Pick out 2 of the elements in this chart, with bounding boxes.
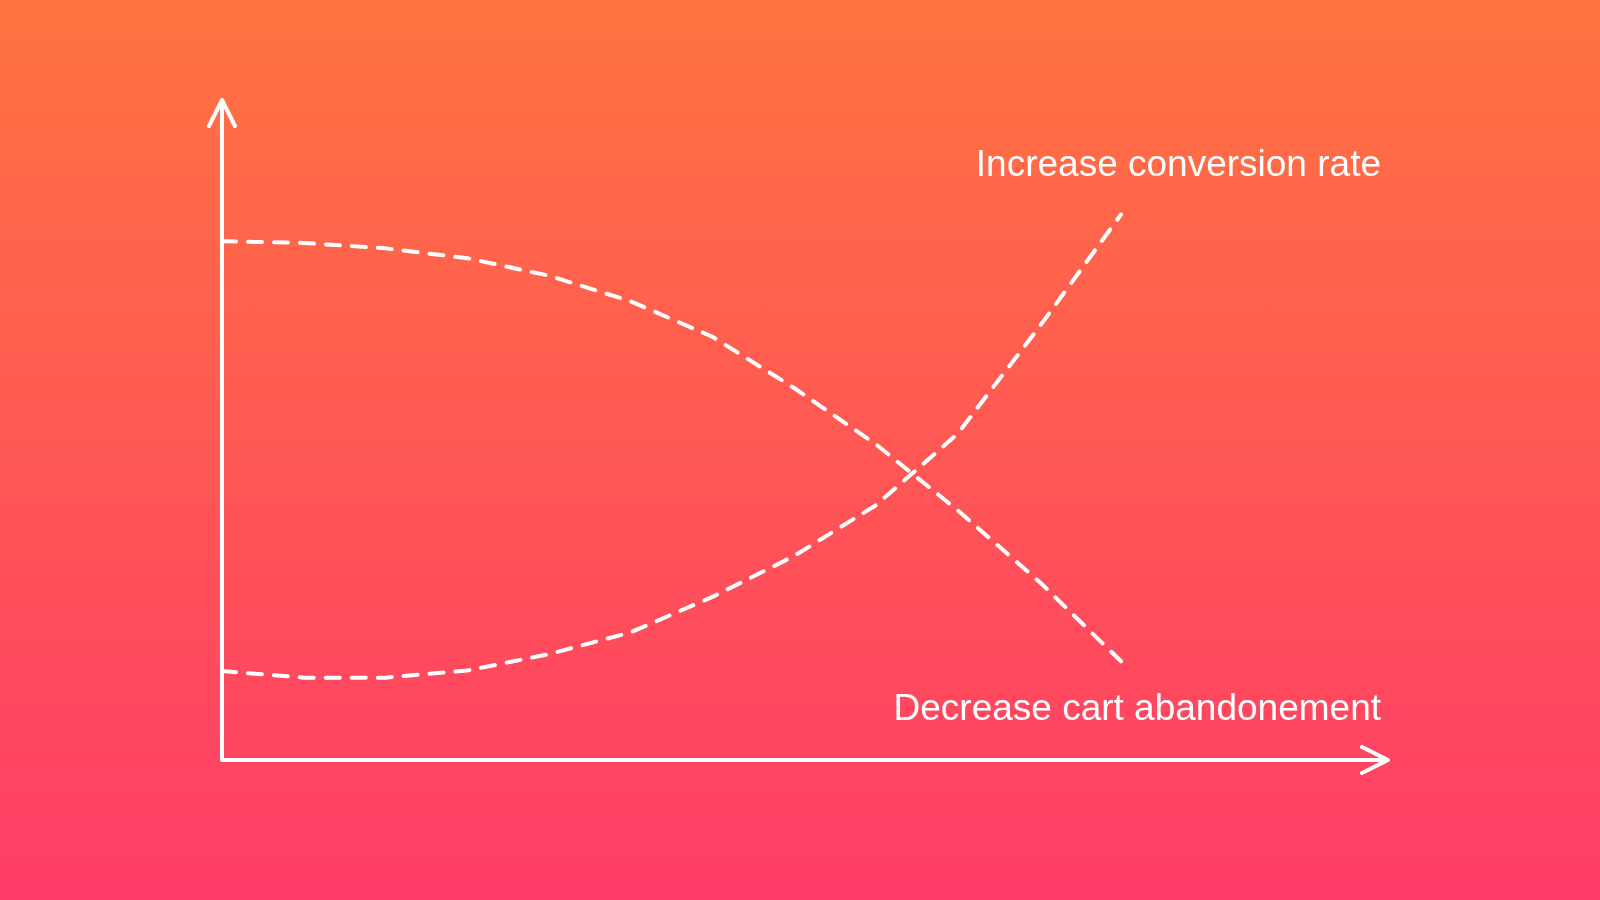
text: Increase conversion rate bbox=[975, 143, 1381, 185]
series-label: Decrease cart abandonement bbox=[893, 686, 1382, 728]
